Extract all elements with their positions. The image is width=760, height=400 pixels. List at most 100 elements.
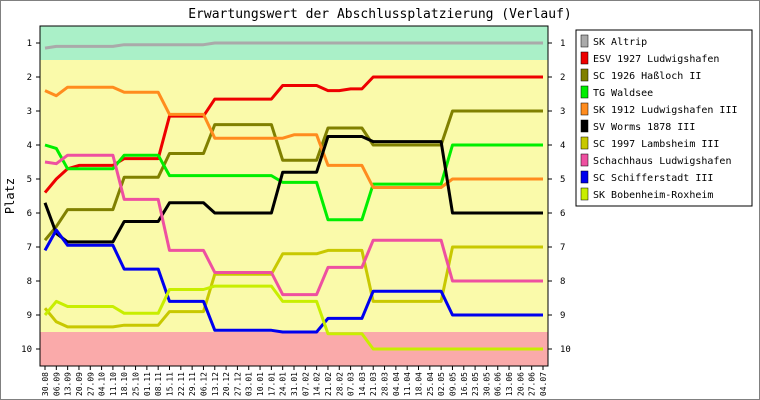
legend-swatch-8 bbox=[580, 170, 589, 184]
xtick-label: 30.05 bbox=[482, 372, 491, 396]
xtick-label: 18.04 bbox=[415, 372, 424, 396]
ytick-label-left: 2 bbox=[27, 73, 32, 83]
y-axis-label: Platz bbox=[3, 178, 17, 214]
x-ticks: 30.08 06.09 13.09 20.09 27.09 04.10 11.10 18.10… bbox=[41, 366, 548, 396]
ytick-label-right: 7 bbox=[560, 243, 565, 253]
legend-entry-3: TG Waldsee bbox=[593, 88, 653, 99]
legend-entry-2: SC 1926 Haßloch II bbox=[593, 71, 701, 82]
legend-entry-1: ESV 1927 Ludwigshafen bbox=[593, 54, 719, 65]
ytick-label-right: 9 bbox=[560, 311, 565, 321]
xtick-label: 16.05 bbox=[460, 372, 469, 396]
xtick-label: 02.05 bbox=[437, 372, 446, 396]
ytick-label-right: 10 bbox=[560, 345, 571, 355]
xtick-label: 09.05 bbox=[448, 372, 457, 396]
xtick-label: 08.11 bbox=[154, 372, 163, 396]
ytick-label-right: 3 bbox=[560, 107, 565, 117]
legend-entry-7: Schachhaus Ludwigshafen bbox=[593, 156, 731, 167]
xtick-label: 01.11 bbox=[143, 372, 152, 396]
ytick-label-left: 6 bbox=[27, 209, 32, 219]
xtick-label: 22.11 bbox=[177, 372, 186, 396]
xtick-label: 10.01 bbox=[256, 372, 265, 396]
xtick-label: 27.09 bbox=[86, 372, 95, 396]
ytick-label-right: 2 bbox=[560, 73, 565, 83]
ytick-label-left: 4 bbox=[27, 141, 32, 151]
xtick-label: 13.12 bbox=[211, 372, 220, 396]
xtick-label: 17.01 bbox=[267, 372, 276, 396]
legend-swatch-9 bbox=[580, 187, 589, 201]
series-line-7 bbox=[44, 153, 543, 297]
y-ticks: 1 1 2 2 3 3 4 4 5 5 6 6 7 7 8 8 9 9 10 10 bbox=[21, 39, 571, 355]
legend-swatch-1 bbox=[580, 51, 589, 65]
xtick-label: 07.02 bbox=[301, 372, 310, 396]
xtick-label: 03.01 bbox=[245, 372, 254, 396]
xtick-label: 25.04 bbox=[426, 372, 435, 396]
ytick-label-right: 4 bbox=[560, 141, 565, 151]
series-line-6 bbox=[43, 245, 543, 329]
ytick-label-right: 5 bbox=[560, 175, 565, 185]
xtick-label: 31.01 bbox=[290, 372, 299, 396]
series-line-2 bbox=[43, 109, 543, 242]
legend-swatch-3 bbox=[580, 85, 589, 99]
ytick-label-left: 7 bbox=[27, 243, 32, 253]
legend-swatch-2 bbox=[580, 68, 589, 82]
ytick-label-left: 5 bbox=[27, 175, 32, 185]
xtick-label: 13.09 bbox=[64, 372, 73, 396]
legend-entry-9: SK Bobenheim-Roxheim bbox=[593, 190, 713, 201]
xtick-label: 27.12 bbox=[233, 372, 242, 396]
xtick-label: 18.10 bbox=[120, 372, 129, 396]
series-line-8 bbox=[43, 228, 543, 334]
ytick-label-left: 3 bbox=[27, 107, 32, 117]
series-line-9 bbox=[43, 284, 543, 351]
xtick-label: 07.03 bbox=[347, 372, 356, 396]
xtick-label: 04.07 bbox=[539, 372, 548, 396]
series-line-5 bbox=[43, 135, 543, 244]
xtick-label: 06.09 bbox=[52, 372, 61, 396]
ytick-label-right: 8 bbox=[560, 277, 565, 287]
xtick-label: 28.02 bbox=[335, 372, 344, 396]
series-line-3 bbox=[44, 143, 543, 222]
xtick-label: 30.08 bbox=[41, 372, 50, 396]
legend: SK Altrip ESV 1927 Ludwigshafen SC 1926 Ha… bbox=[575, 29, 753, 207]
xtick-label: 29.11 bbox=[188, 372, 197, 396]
legend-entry-0: SK Altrip bbox=[593, 37, 647, 48]
xtick-label: 25.10 bbox=[132, 372, 141, 396]
series-line-4 bbox=[44, 85, 543, 189]
legend-swatch-4 bbox=[580, 102, 589, 116]
xtick-label: 14.03 bbox=[358, 372, 367, 396]
xtick-label: 06.06 bbox=[494, 372, 503, 396]
xtick-label: 27.06 bbox=[528, 372, 537, 396]
xtick-label: 24.01 bbox=[279, 372, 288, 396]
xtick-label: 21.03 bbox=[369, 372, 378, 396]
xtick-label: 15.11 bbox=[166, 372, 175, 396]
legend-entry-8: SC Schifferstadt III bbox=[593, 173, 713, 184]
xtick-label: 13.06 bbox=[505, 372, 514, 396]
legend-entry-4: SK 1912 Ludwigshafen III bbox=[593, 105, 738, 116]
xtick-label: 04.10 bbox=[98, 372, 107, 396]
ytick-label-right: 6 bbox=[560, 209, 565, 219]
xtick-label: 21.02 bbox=[324, 372, 333, 396]
legend-swatch-6 bbox=[580, 136, 589, 150]
legend-swatch-5 bbox=[580, 119, 589, 133]
ytick-label-right: 1 bbox=[560, 39, 565, 49]
legend-swatch-0 bbox=[580, 34, 589, 48]
legend-box bbox=[575, 29, 753, 207]
xtick-label: 14.02 bbox=[313, 372, 322, 396]
series-line-0 bbox=[44, 41, 543, 50]
series-line-1 bbox=[43, 75, 543, 194]
xtick-label: 11.10 bbox=[109, 372, 118, 396]
xtick-label: 20.12 bbox=[222, 372, 231, 396]
xtick-label: 23.05 bbox=[471, 372, 480, 396]
ytick-label-left: 10 bbox=[21, 345, 32, 355]
series-lines bbox=[43, 41, 543, 351]
xtick-label: 20.09 bbox=[75, 372, 84, 396]
xtick-label: 11.04 bbox=[403, 372, 412, 396]
ytick-label-left: 9 bbox=[27, 311, 32, 321]
legend-entry-5: SV Worms 1878 III bbox=[593, 122, 695, 133]
xtick-label: 06.12 bbox=[199, 372, 208, 396]
legend-swatch-7 bbox=[580, 153, 589, 167]
ytick-label-left: 1 bbox=[27, 39, 32, 49]
xtick-label: 04.04 bbox=[392, 372, 401, 396]
xtick-label: 20.06 bbox=[516, 372, 525, 396]
legend-entry-6: SC 1997 Lambsheim III bbox=[593, 139, 719, 150]
